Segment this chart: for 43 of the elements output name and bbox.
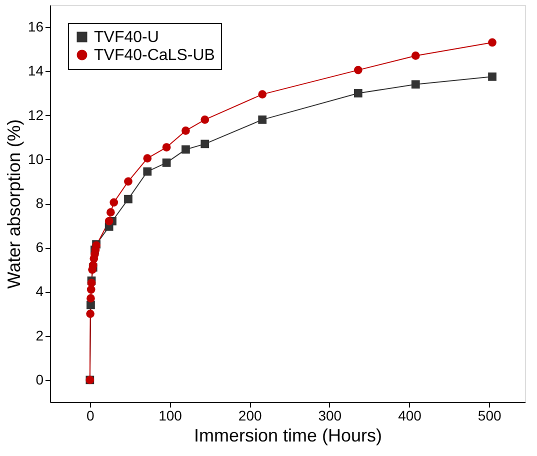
y-tick-label: 6: [36, 239, 44, 256]
point: [110, 198, 118, 207]
y-tick-label: 10: [28, 150, 44, 167]
point: [86, 294, 95, 303]
y-tick-label: 0: [36, 371, 44, 388]
y-tick-label: 12: [28, 106, 44, 123]
legend-label: TVF40-U: [94, 29, 159, 46]
point: [354, 89, 362, 98]
point: [87, 278, 96, 288]
y-tick-label: 8: [36, 195, 44, 211]
point: [162, 143, 171, 152]
point: [182, 145, 190, 154]
x-tick-label: 100: [158, 408, 182, 424]
y-tick-label: 2: [36, 327, 44, 344]
point: [182, 126, 190, 135]
point: [104, 216, 114, 226]
x-tick-label: 500: [478, 408, 502, 424]
point: [86, 310, 94, 318]
point: [488, 72, 496, 81]
x-tick-label: 300: [318, 408, 342, 424]
y-tick-label: 4: [36, 283, 44, 300]
x-axis-title: Immersion time (Hours): [194, 426, 382, 446]
point: [200, 140, 210, 148]
point: [258, 116, 267, 124]
y-axis-title: Water absorption (%): [4, 119, 24, 289]
x-tick-label: 200: [238, 408, 262, 424]
point: [411, 52, 420, 60]
point: [124, 194, 132, 204]
x-tick-label: 0: [86, 408, 95, 424]
point: [124, 177, 132, 186]
point: [143, 167, 152, 176]
point: [200, 116, 210, 124]
legend-label: TVF40-CaLS-UB: [94, 47, 215, 64]
point: [258, 90, 267, 98]
point: [162, 158, 171, 167]
point: [106, 208, 115, 216]
point: [354, 66, 362, 74]
point: [411, 80, 420, 89]
x-tick-label: 400: [398, 408, 422, 424]
y-tick-label: 14: [28, 62, 44, 79]
point: [488, 38, 496, 47]
y-tick-label: 16: [28, 18, 44, 35]
point: [143, 154, 152, 162]
